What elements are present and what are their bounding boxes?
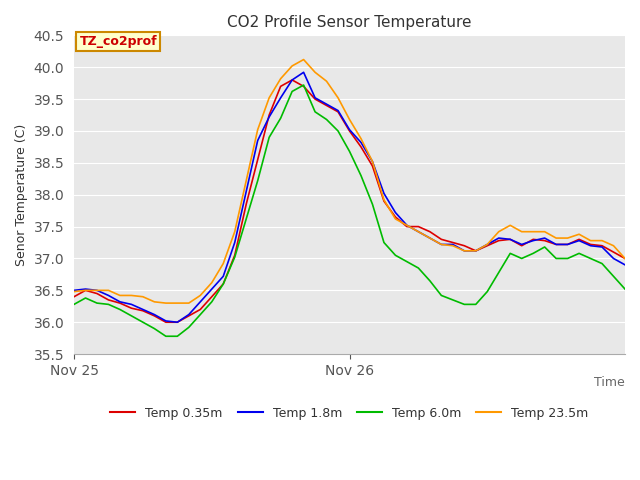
Text: TZ_co2prof: TZ_co2prof [79, 36, 157, 48]
Title: CO2 Profile Sensor Temperature: CO2 Profile Sensor Temperature [227, 15, 472, 30]
Text: Time: Time [595, 376, 625, 389]
Y-axis label: Senor Temperature (C): Senor Temperature (C) [15, 123, 28, 266]
Legend: Temp 0.35m, Temp 1.8m, Temp 6.0m, Temp 23.5m: Temp 0.35m, Temp 1.8m, Temp 6.0m, Temp 2… [106, 402, 594, 425]
